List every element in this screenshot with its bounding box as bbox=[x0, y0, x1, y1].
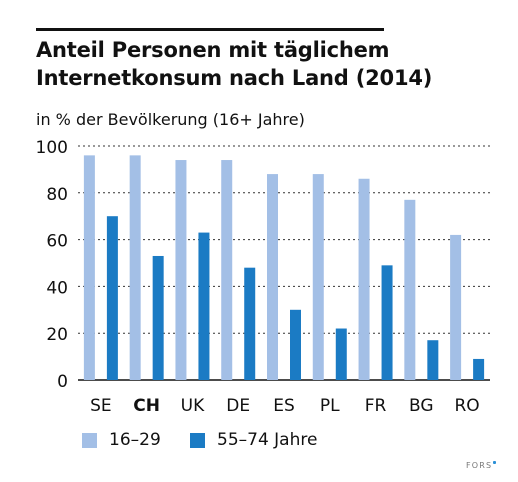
logo-dot-icon bbox=[493, 461, 497, 465]
bar-young-ro bbox=[450, 234, 462, 380]
bar-old-fr bbox=[381, 265, 393, 380]
bar-young-se bbox=[83, 155, 95, 380]
bar-young-ch bbox=[129, 155, 141, 380]
bar-young-es bbox=[267, 174, 278, 380]
x-tick-label: SE bbox=[90, 396, 112, 416]
legend-item-old: 55–74 Jahre bbox=[190, 430, 317, 450]
x-tick-label: PL bbox=[320, 396, 340, 416]
bar-young-uk bbox=[175, 160, 187, 380]
y-tick-label: 60 bbox=[46, 232, 68, 252]
chart-subtitle: in % der Bevölkerung (16+ Jahre) bbox=[36, 110, 305, 129]
bar-old-pl bbox=[335, 328, 347, 380]
bar-young-fr bbox=[358, 178, 370, 380]
y-tick-label: 80 bbox=[46, 185, 68, 205]
bar-old-de bbox=[244, 267, 256, 380]
bar-old-uk bbox=[198, 232, 210, 380]
bar-old-ch bbox=[152, 255, 164, 380]
x-tick-label: BG bbox=[409, 396, 434, 416]
legend-item-young: 16–29 bbox=[82, 430, 161, 450]
bar-young-de bbox=[221, 160, 233, 380]
y-tick-label: 20 bbox=[46, 325, 68, 345]
bar-old-es bbox=[290, 309, 301, 380]
x-tick-label: ES bbox=[273, 396, 295, 416]
x-tick-label: CH bbox=[133, 396, 160, 416]
bar-old-bg bbox=[427, 340, 439, 380]
legend-swatch-young bbox=[82, 432, 97, 448]
x-tick-label: UK bbox=[181, 396, 205, 416]
x-tick-label: DE bbox=[226, 396, 250, 416]
chart-title: Anteil Personen mit täglichem Internetko… bbox=[36, 38, 433, 90]
bar-old-se bbox=[106, 216, 118, 380]
y-tick-label: 40 bbox=[46, 278, 68, 298]
bar-chart: 0 20 40 60 80 100 SE CH UK DE ES PL FR BG RO bbox=[36, 138, 490, 416]
bar-old-ro bbox=[473, 358, 485, 380]
y-tick-label: 100 bbox=[36, 138, 68, 158]
legend-label-old: 55–74 Jahre bbox=[217, 430, 318, 450]
y-tick-label: 0 bbox=[57, 372, 68, 392]
legend-swatch-old bbox=[190, 432, 205, 448]
x-tick-label: RO bbox=[455, 396, 480, 416]
top-rule bbox=[36, 28, 384, 31]
legend-label-young: 16–29 bbox=[109, 430, 161, 450]
fors-logo-text: FORS bbox=[466, 461, 493, 470]
bar-young-pl bbox=[312, 174, 324, 380]
x-tick-label: FR bbox=[365, 396, 387, 416]
fors-logo: FORS bbox=[466, 461, 497, 470]
bar-young-bg bbox=[404, 199, 416, 380]
